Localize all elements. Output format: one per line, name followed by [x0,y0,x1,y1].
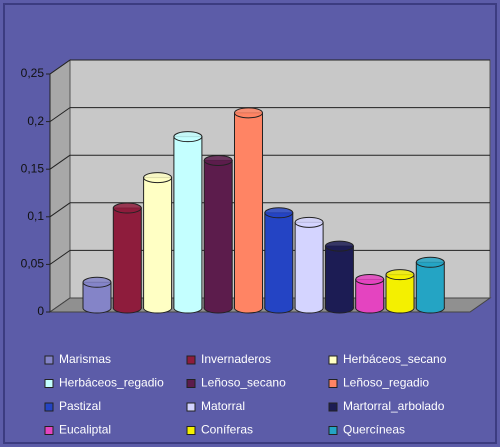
bar [264,212,294,309]
side-wall [49,59,71,313]
legend-swatch [328,402,338,412]
cylinder-top [264,207,294,219]
bar [385,274,415,309]
bar [112,207,142,309]
legend-swatch [186,355,196,365]
legend-label: Eucaliptal [59,423,111,437]
cylinder-top [173,131,203,143]
cylinder-top [415,256,445,268]
legend-label: Quercíneas [343,423,405,437]
frame [3,3,497,444]
y-tick-label: 0,1 [27,209,44,223]
y-tick-label: 0,05 [21,257,45,271]
legend-swatch [186,402,196,412]
legend-swatch [328,426,338,435]
y-tick-label: 0,15 [21,161,45,175]
legend-swatch [328,379,338,388]
bar [143,177,173,309]
legend-swatch [44,402,54,412]
legend-label: Pastizal [59,399,101,413]
cylinder-top [234,107,263,119]
legend-label: Herbáceos_secano [343,352,447,366]
cylinder-top [112,202,142,214]
cylinder-top [82,276,112,288]
bar [415,261,445,309]
legend-swatch [44,355,54,365]
cylinder-top [294,216,324,228]
cylinder-top [143,172,173,184]
grid-line [49,154,71,170]
legend-label: Marismas [59,352,111,366]
legend-label: Leñoso_regadio [343,376,429,390]
legend-label: Martorral_arbolado [343,399,445,413]
grid-line [49,249,71,265]
cylinder-top [385,269,415,281]
y-tick-label: 0 [37,304,44,318]
legend-swatch [186,426,196,435]
bar [324,245,354,309]
legend-swatch [44,379,54,388]
cylinder-top [324,240,354,252]
legend-swatch [328,355,338,365]
bar [234,112,263,309]
y-tick-label: 0,2 [27,114,44,128]
grid-line [49,202,71,218]
cylinder-top [203,154,233,166]
cylinder-top [355,273,385,285]
grid-line [49,107,71,123]
grid-line [49,59,71,75]
bar [294,221,324,309]
legend-swatch [44,426,54,435]
legend-label: Matorral [201,399,245,413]
bar [203,159,233,309]
legend-label: Invernaderos [201,352,271,366]
y-tick-label: 0,25 [21,66,45,80]
legend-label: Coníferas [201,423,253,437]
legend-label: Herbáceos_regadio [59,376,164,390]
bar [173,136,203,309]
legend-swatch [186,379,196,388]
legend-label: Leñoso_secano [201,376,286,390]
